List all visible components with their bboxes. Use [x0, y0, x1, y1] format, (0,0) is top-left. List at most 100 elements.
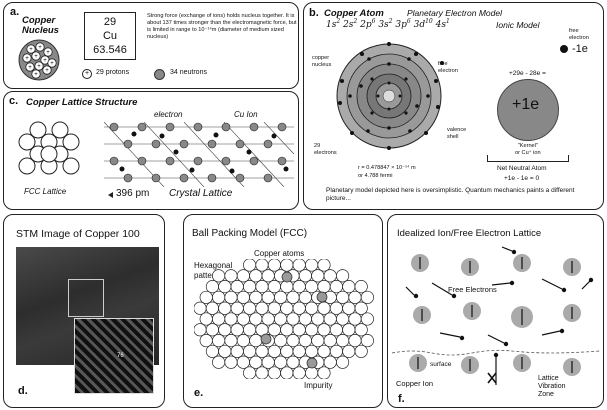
copper-atom-ball [298, 269, 312, 283]
copper-atom-ball [348, 290, 362, 304]
radius-text: r = 0.478847 × 10⁻¹⁴ m [358, 165, 416, 171]
copper-atom-ball [261, 269, 275, 283]
impurity-ball-3 [260, 333, 272, 345]
copper-atom-ball [342, 323, 356, 337]
cu-ion-label: Cu Ion [234, 110, 258, 119]
copper-atom-ball [336, 312, 350, 326]
copper-atom-ball [323, 334, 337, 348]
stm-inset-image [74, 318, 154, 394]
electron-label: electron [154, 110, 183, 119]
spacing-arrow [108, 192, 113, 198]
atomic-mass: 63.546 [93, 44, 127, 56]
copper-atom-ball [236, 290, 250, 304]
panel-a-copper-nucleus: a. Copper Nucleus + + + + + + + + + + + 29 Cu 6… [3, 2, 299, 89]
element-box: 29 Cu 63.546 [84, 12, 136, 60]
copper-atom-ball [329, 323, 343, 337]
free-electrons-label: Free Electrons [448, 285, 497, 294]
copper-atom-ball [224, 334, 238, 348]
copper-atom-ball [267, 301, 281, 315]
net-neutral-atom: Net Neutral Atom [497, 165, 547, 172]
panel-d-stm-image: STM Image of Copper 100 76 d. [3, 214, 165, 408]
copper-atom-ball [317, 301, 331, 315]
copper-atom-ball [274, 334, 288, 348]
copper-atom-ball [342, 344, 356, 358]
svg-text:+: + [37, 64, 41, 70]
svg-text:+: + [50, 61, 54, 67]
ion-free-electron-label: free electron [569, 28, 589, 41]
copper-atom-ball [292, 366, 306, 379]
copper-atom-ball [292, 323, 306, 337]
copper-atom-ball [267, 344, 281, 358]
crystal-lattice-label: Crystal Lattice [169, 188, 233, 199]
copper-atom-ball [249, 312, 263, 326]
copper-atom-ball [292, 259, 306, 272]
copper-atom-ball [274, 312, 288, 326]
net-equation: +1e - 1e = 0 [504, 175, 540, 182]
copper-atom-ball [274, 290, 288, 304]
copper-atom-ball [317, 259, 331, 272]
stm-selection-box[interactable] [68, 279, 104, 317]
strong-force-description: Strong force (exchange of ions) holds nu… [147, 13, 297, 40]
label-29-electrons: 29 electrons [314, 143, 337, 156]
copper-atom-ball [305, 280, 319, 294]
atomic-number: 29 [103, 16, 117, 28]
copper-atom-ball [360, 312, 374, 326]
copper-atom-ball [280, 323, 294, 337]
panel-c-lattice-structure: c. Copper Lattice Structure FCC Lattice … [3, 91, 299, 210]
svg-text:+: + [38, 45, 42, 51]
copper-atom-ball [205, 280, 219, 294]
copper-atom-ball [286, 312, 300, 326]
copper-atom-ball [218, 301, 232, 315]
copper-atom-ball [230, 280, 244, 294]
copper-atom-ball [286, 355, 300, 369]
copper-atom-ball [360, 334, 374, 348]
stm-inset-value: 76 [117, 353, 124, 359]
copper-atom-ball [230, 344, 244, 358]
panel-f-title: Idealized Ion/Free Electron Lattice [397, 228, 542, 239]
copper-atom-ball [305, 323, 319, 337]
copper-atom-ball [336, 269, 350, 283]
spacing-label: 396 pm [116, 188, 150, 199]
copper-atom-ball [280, 301, 294, 315]
panel-b-label: b. [309, 7, 319, 19]
panel-f-label: f. [398, 393, 405, 405]
copper-atom-ball [292, 344, 306, 358]
copper-atom-ball [255, 344, 269, 358]
copper-atom-ball [249, 334, 263, 348]
planetary-atom-diagram [336, 42, 444, 150]
label-copper-nucleus: copper nucleus [312, 55, 332, 68]
config-3d: 3d10 [413, 18, 433, 30]
ionic-model-title: Ionic Model [496, 20, 540, 30]
copper-atom-ball [286, 334, 300, 348]
crystal-lattice-diagram [104, 122, 294, 187]
copper-atom-ball [255, 301, 269, 315]
copper-atom-ball [212, 269, 226, 283]
copper-atom-ball [354, 323, 368, 337]
copper-atom-ball [280, 366, 294, 379]
copper-atom-ball [298, 290, 312, 304]
copper-atom-ball [323, 355, 337, 369]
copper-atom-ball [255, 280, 269, 294]
svg-text:+: + [28, 65, 32, 71]
panel-e-ball-packing: Ball Packing Model (FCC) Copper atoms He… [183, 214, 383, 408]
copper-atom-ball [199, 312, 213, 326]
copper-atom-ball [298, 312, 312, 326]
copper-atom-ball [274, 355, 288, 369]
copper-atom-ball [243, 323, 257, 337]
copper-atom-ball [212, 355, 226, 369]
copper-atom-ball [224, 312, 238, 326]
copper-atom-ball [354, 280, 368, 294]
legend-protons: 29 protons [96, 69, 130, 76]
label-valence-shell: valence shell [447, 127, 467, 140]
panel-c-label: c. [9, 95, 19, 107]
copper-atom-ball [329, 344, 343, 358]
copper-atom-ball [311, 312, 325, 326]
copper-atom-ball [267, 259, 281, 272]
hexagonal-label: Hexagonal pattern [194, 261, 233, 280]
copper-atom-ball [224, 355, 238, 369]
fcc-lattice-label: FCC Lattice [24, 187, 67, 196]
copper-atom-ball [311, 269, 325, 283]
ball-packing-diagram [194, 259, 374, 379]
copper-atom-ball [348, 312, 362, 326]
panel-c-title: Copper Lattice Structure [26, 97, 138, 108]
